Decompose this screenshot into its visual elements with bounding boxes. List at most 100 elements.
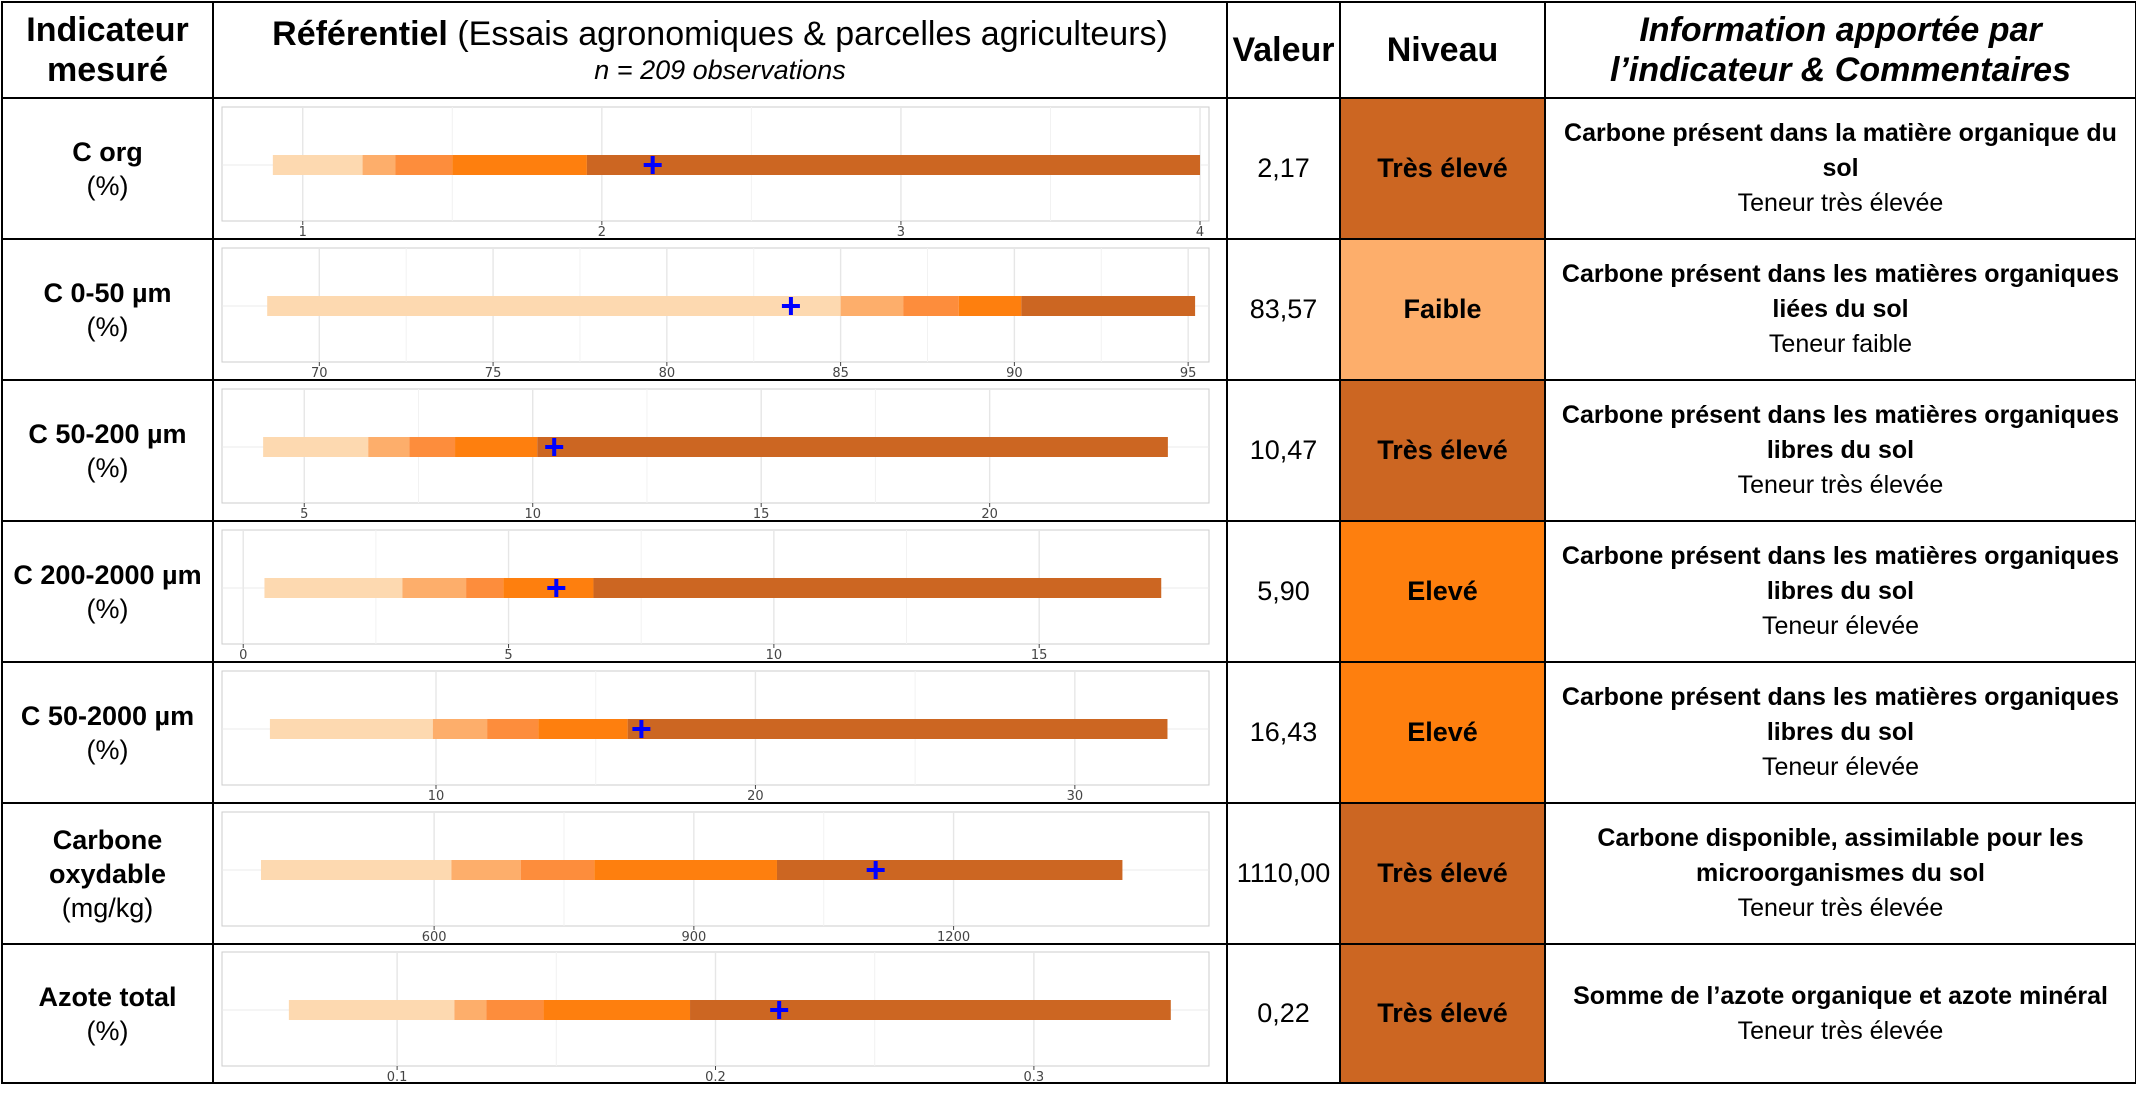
band-segment — [594, 860, 777, 880]
tick-label: 15 — [1031, 648, 1048, 659]
tick-label: 10 — [524, 507, 541, 518]
tick-label: 15 — [753, 507, 770, 518]
info-bold: Carbone présent dans les matières organi… — [1561, 683, 2120, 746]
band-segment — [958, 296, 1022, 316]
value-cell: 2,17 — [1226, 97, 1341, 240]
indicator-unit: (%) — [86, 593, 129, 624]
tick-label: 80 — [659, 366, 676, 377]
info-bold: Carbone présent dans les matières organi… — [1561, 260, 2120, 323]
info-bold: Carbone présent dans les matières organi… — [1561, 542, 2120, 605]
referentiel-chart-cell: 0 5 10 15 — [212, 520, 1228, 663]
indicator-cell: C 0-50 µm (%) — [1, 238, 214, 381]
indicator-unit: (%) — [86, 452, 129, 483]
band-segment — [776, 860, 1123, 880]
level-cell: Très élevé — [1339, 379, 1546, 522]
indicator-unit: (%) — [86, 734, 129, 765]
tick-label: 30 — [1067, 789, 1084, 800]
value-marker — [781, 297, 800, 315]
tick-label: 75 — [485, 366, 502, 377]
tick-label: 10 — [766, 648, 783, 659]
value-cell: 5,90 — [1226, 520, 1341, 663]
info-bold: Carbone présent dans la matière organiqu… — [1564, 119, 2117, 182]
tick-label: 5 — [504, 648, 512, 659]
band-segment — [409, 437, 456, 457]
band-segment — [538, 719, 628, 739]
indicator-cell: C org (%) — [1, 97, 214, 240]
indicator-name: C 50-2000 µm — [20, 700, 195, 731]
band-segment — [487, 719, 539, 739]
indicator-cell: Azote total (%) — [1, 943, 214, 1084]
value-cell: 83,57 — [1226, 238, 1341, 381]
band-segment — [486, 1000, 544, 1020]
band-segment — [543, 1000, 691, 1020]
referentiel-chart: 5 10 15 20 — [221, 388, 1210, 518]
band-segment — [455, 437, 538, 457]
table-row: C 200-2000 µm (%) 0 5 10 15 5,90 Elevé Carbone p… — [1, 520, 2136, 663]
band-segment — [593, 578, 1162, 598]
band-segment — [288, 1000, 455, 1020]
indicator-name: C 200-2000 µm — [13, 559, 202, 590]
value-marker — [547, 579, 566, 597]
table-row: C 50-2000 µm (%) 10 20 30 16,43 Elevé Carbone p… — [1, 661, 2136, 804]
band-segment — [454, 1000, 487, 1020]
indicator-cell: Carbone oxydable (mg/kg) — [1, 802, 214, 945]
value-cell: 0,22 — [1226, 943, 1341, 1084]
info-normal: Teneur très élevée — [1737, 1016, 1944, 1045]
info-cell: Carbone disponible, assimilable pour les… — [1544, 802, 2136, 945]
band-segment — [269, 719, 433, 739]
level-cell: Elevé — [1339, 661, 1546, 804]
referentiel-chart-cell: 1 2 3 4 — [212, 97, 1228, 240]
info-normal: Teneur élevée — [1761, 753, 1920, 781]
header-ref-sub: n = 209 observations — [594, 55, 846, 85]
band-segment — [263, 437, 369, 457]
referentiel-chart: 70 75 80 85 90 95 — [221, 247, 1210, 377]
indicator-name: C org — [72, 136, 143, 167]
header-info: Information apportée par l’indicateur & … — [1544, 1, 2136, 99]
info-normal: Teneur très élevée — [1737, 894, 1944, 922]
info-cell: Carbone présent dans les matières organi… — [1544, 238, 2136, 381]
info-bold: Carbone disponible, assimilable pour les… — [1597, 824, 2084, 887]
band-segment — [466, 578, 504, 598]
indicator-cell: C 200-2000 µm (%) — [1, 520, 214, 663]
band-segment — [1021, 296, 1196, 316]
band-segment — [402, 578, 467, 598]
level-cell: Faible — [1339, 238, 1546, 381]
indicator-unit: (%) — [86, 1015, 129, 1046]
tick-label: 85 — [832, 366, 849, 377]
tick-label: 0.2 — [705, 1070, 726, 1081]
band-segment — [451, 860, 521, 880]
referentiel-chart: 10 20 30 — [221, 670, 1210, 800]
referentiel-chart-cell: 600 900 1200 — [212, 802, 1228, 945]
table-row: C 0-50 µm (%) 70 75 80 85 90 95 83,57 Faible Carbo… — [1, 238, 2136, 381]
value-marker — [866, 861, 885, 879]
referentiel-chart-cell: 70 75 80 85 90 95 — [212, 238, 1228, 381]
tick-label: 900 — [681, 930, 706, 941]
band-segment — [586, 155, 1201, 175]
info-cell: Carbone présent dans les matières organi… — [1544, 379, 2136, 522]
band-segment — [537, 437, 1168, 457]
tick-label: 600 — [422, 930, 447, 941]
band-segment — [690, 1000, 1171, 1020]
header-value: Valeur — [1226, 1, 1341, 99]
info-normal: Teneur faible — [1768, 330, 1913, 358]
band-segment — [452, 155, 587, 175]
info-cell: Carbone présent dans les matières organi… — [1544, 520, 2136, 663]
referentiel-chart-cell: 10 20 30 — [212, 661, 1228, 804]
indicator-unit: (%) — [86, 170, 129, 201]
band-segment — [264, 578, 403, 598]
header-indicator: Indicateur mesuré — [1, 1, 214, 99]
info-bold: Carbone présent dans les matières organi… — [1561, 401, 2120, 464]
band-segment — [362, 155, 396, 175]
tick-label: 5 — [300, 507, 308, 518]
indicator-unit: (mg/kg) — [61, 892, 154, 923]
level-cell: Très élevé — [1339, 802, 1546, 945]
indicator-name: Azote total — [38, 981, 177, 1012]
band-segment — [272, 155, 363, 175]
table-row: Carbone oxydable (mg/kg) 600 900 1200 1110,00… — [1, 802, 2136, 945]
tick-label: 0.3 — [1024, 1070, 1045, 1081]
tick-label: 1200 — [937, 930, 970, 941]
value-cell: 1110,00 — [1226, 802, 1341, 945]
referentiel-chart: 1 2 3 4 — [221, 106, 1210, 236]
value-marker — [643, 156, 662, 174]
info-cell: Carbone présent dans les matières organi… — [1544, 661, 2136, 804]
